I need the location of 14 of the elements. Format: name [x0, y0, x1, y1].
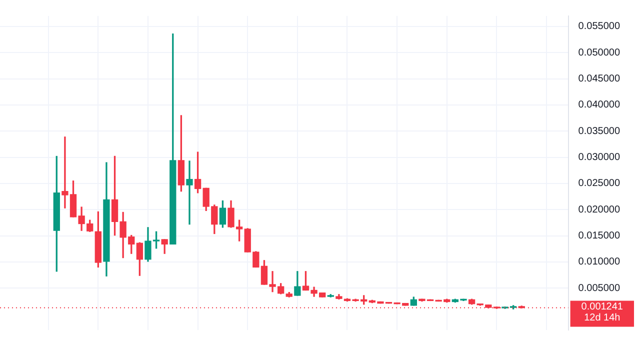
y-tick-label: 0.050000	[578, 47, 620, 58]
candlestick	[186, 160, 193, 225]
text: 12d 14h	[584, 312, 620, 324]
y-tick-label: 0.040000	[578, 100, 620, 111]
y-tick-label: 0.025000	[578, 178, 620, 190]
y-tick-label: 0.010000	[578, 256, 620, 268]
y-tick-label: 0.035000	[578, 126, 620, 137]
y-tick-label: 0.045000	[578, 74, 620, 85]
y-tick-label: 0.030000	[578, 152, 620, 164]
y-tick-label: 0.005000	[578, 282, 620, 294]
y-tick-label: 0.020000	[578, 204, 620, 216]
ref-line-label: 0.001241	[581, 302, 624, 313]
y-tick-label: 0.055000	[578, 21, 620, 32]
y-tick-label: 0.015000	[578, 230, 620, 242]
